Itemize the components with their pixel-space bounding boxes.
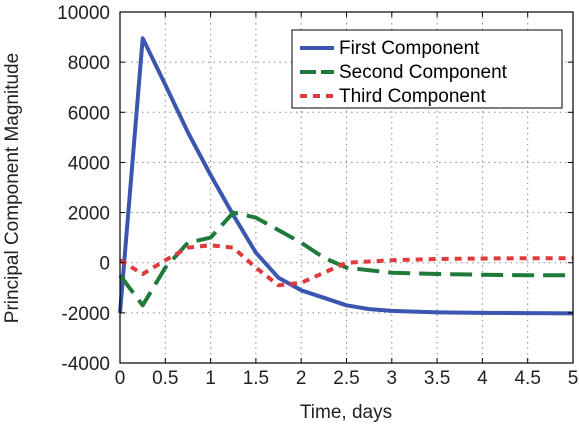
y-axis-ticks: -4000 -2000 0 2000 4000 6000 8000 10000 — [57, 3, 573, 375]
x-tick-label: 4.5 — [514, 368, 540, 389]
series-line-1 — [118, 36, 574, 316]
legend-label-1: First Component — [339, 38, 480, 59]
y-tick-label: 8000 — [68, 53, 110, 74]
y-tick-label: 2000 — [68, 204, 110, 225]
y-tick-label: 10000 — [57, 3, 110, 24]
x-tick-label: 2.5 — [333, 368, 359, 389]
x-tick-label: 3.5 — [424, 368, 450, 389]
y-tick-label: 6000 — [68, 103, 110, 124]
legend-box — [291, 29, 563, 109]
legend-label-3: Third Component — [339, 86, 487, 107]
y-tick-label: -2000 — [61, 304, 110, 325]
y-tick-label: 0 — [99, 254, 110, 275]
x-axis-ticks: 0 0.5 1 1.5 2 2.5 3 3.5 4 4.5 5 — [115, 12, 579, 389]
y-tick-label: 4000 — [68, 153, 110, 174]
y-tick-label: -4000 — [61, 354, 110, 375]
x-tick-label: 1 — [205, 368, 216, 389]
x-tick-label: 1.5 — [243, 368, 269, 389]
x-tick-label: 4 — [477, 368, 488, 389]
x-tick-label: 2 — [296, 368, 307, 389]
x-tick-label: 0 — [115, 368, 126, 389]
legend: First Component Second Component Third Com… — [291, 29, 563, 109]
series-layer — [118, 36, 574, 316]
x-tick-label: 3 — [387, 368, 398, 389]
legend-label-2: Second Component — [339, 62, 508, 83]
y-axis-label: Principal Component Magnitude — [2, 53, 23, 323]
series-line-3 — [118, 243, 573, 288]
x-tick-label: 0.5 — [152, 368, 178, 389]
x-tick-label: 5 — [568, 368, 579, 389]
x-axis-label: Time, days — [300, 402, 392, 423]
